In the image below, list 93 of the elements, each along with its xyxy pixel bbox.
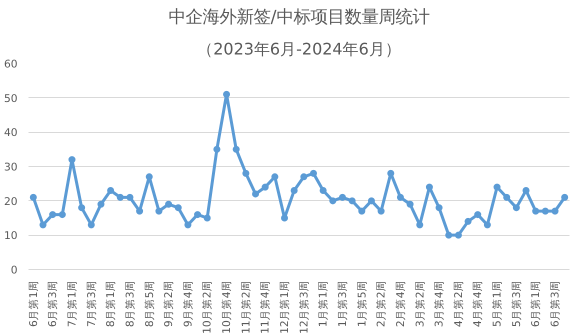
point <box>58 211 66 218</box>
point <box>165 200 172 208</box>
x-tick-label: 7月第1周 <box>65 280 78 328</box>
point <box>320 187 327 194</box>
point <box>281 214 288 222</box>
point <box>30 194 37 201</box>
point <box>49 211 56 218</box>
point <box>484 221 491 228</box>
point <box>348 197 356 204</box>
x-tick-label: 8月第3周 <box>123 280 136 328</box>
y-tick-label: 0 <box>10 264 18 276</box>
point <box>126 194 134 201</box>
point <box>387 170 394 177</box>
x-tick-label: 6月第1周 <box>529 280 542 328</box>
point <box>329 197 336 204</box>
point <box>300 173 308 180</box>
x-tick-label: 1月第3周 <box>336 280 349 328</box>
point <box>184 221 192 228</box>
point <box>512 204 520 212</box>
point <box>454 232 462 239</box>
x-tick-label: 11月第4周 <box>258 280 272 334</box>
point <box>542 208 549 215</box>
x-tick-label: 9月第4周 <box>181 280 194 328</box>
x-tick-label: 8月第5周 <box>142 280 156 328</box>
point <box>522 187 530 194</box>
point <box>116 194 124 201</box>
point <box>68 156 76 164</box>
point <box>39 221 46 228</box>
point <box>503 194 510 201</box>
x-tick-label: 5月第3周 <box>510 280 523 328</box>
y-tick-label: 60 <box>4 58 18 70</box>
x-tick-label: 3月第4周 <box>432 280 446 328</box>
x-tick-label: 4月第4周 <box>471 280 484 328</box>
point <box>368 197 375 204</box>
point <box>338 194 346 201</box>
x-tick-label: 1月第1周 <box>316 280 330 328</box>
point <box>552 208 559 215</box>
point <box>88 221 95 228</box>
point <box>194 211 202 218</box>
point <box>242 170 250 177</box>
point <box>252 190 260 198</box>
point <box>445 232 452 239</box>
point <box>436 204 443 212</box>
point <box>223 90 230 98</box>
point <box>358 208 366 215</box>
point <box>174 204 182 212</box>
point <box>532 208 540 215</box>
point <box>406 200 414 208</box>
y-tick-label: 30 <box>4 160 18 174</box>
x-tick-label: 3月第2周 <box>413 280 426 328</box>
point <box>290 187 298 194</box>
point <box>97 200 104 208</box>
x-tick-label: 2月第2周 <box>374 280 388 328</box>
point <box>396 194 404 201</box>
point <box>107 187 114 194</box>
x-tick-label: 6月第3周 <box>46 280 60 328</box>
y-tick-label: 40 <box>4 126 18 140</box>
point <box>426 184 433 191</box>
x-tick-label: 2月第4周 <box>394 280 407 328</box>
point <box>494 184 501 191</box>
point <box>204 214 211 222</box>
x-tick-label: 8月第1周 <box>104 280 118 328</box>
point <box>155 208 162 215</box>
point <box>310 170 317 177</box>
x-tick-label: 11月第2周 <box>239 280 252 334</box>
point <box>232 146 240 153</box>
point <box>561 194 568 201</box>
point <box>78 204 86 212</box>
x-tick-label: 9月第2周 <box>162 280 176 328</box>
x-tick-label: 12月第1周 <box>278 280 292 334</box>
point <box>474 211 482 218</box>
y-tick-label: 20 <box>4 194 18 208</box>
x-tick-label: 4月第2周 <box>452 280 465 328</box>
chart-title: 中企海外新签/中标项目数量周统计 <box>168 8 430 28</box>
point <box>136 208 144 215</box>
x-tick-label: 1月第5周 <box>355 280 368 328</box>
point <box>416 221 424 228</box>
x-tick-label: 10月第2周 <box>200 280 214 334</box>
x-tick-label: 6月第1周 <box>26 280 40 328</box>
x-tick-label: 7月第3周 <box>84 280 98 328</box>
point <box>146 173 153 180</box>
chart-subtitle: （2023年6月-2024年6月） <box>197 40 401 58</box>
x-tick-label: 12月第3周 <box>297 280 310 334</box>
point <box>213 146 220 153</box>
point <box>464 218 472 225</box>
y-tick-label: 50 <box>4 92 18 105</box>
x-tick-label: 5月第1周 <box>490 280 504 328</box>
x-tick-label: 10月第4周 <box>220 280 234 334</box>
point <box>271 173 278 180</box>
point <box>378 208 385 215</box>
y-tick-label: 10 <box>4 229 18 242</box>
point <box>262 184 269 191</box>
x-tick-label: 6月第3周 <box>548 280 562 328</box>
